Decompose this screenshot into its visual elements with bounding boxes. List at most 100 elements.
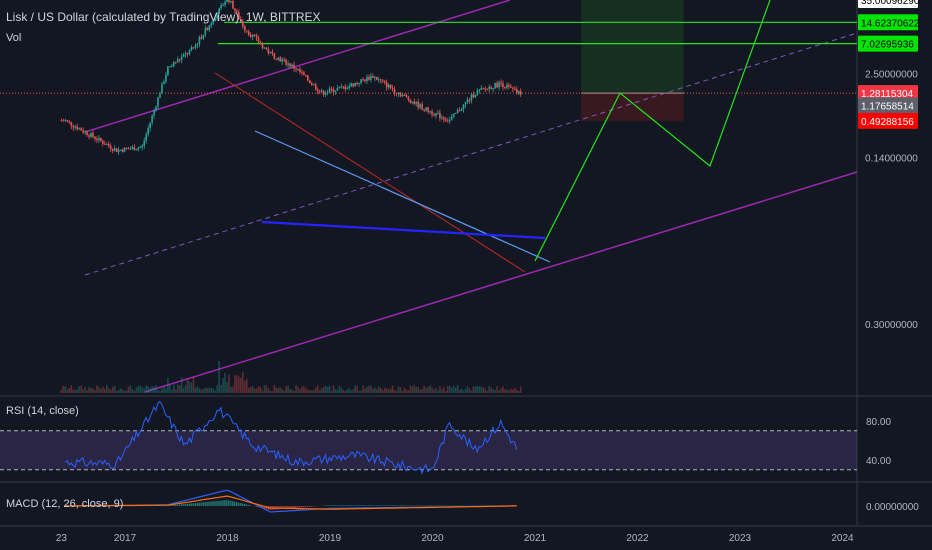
volume-bar	[336, 389, 339, 393]
macd-hist-bar	[204, 502, 206, 506]
candle-body	[64, 120, 67, 122]
macd-hist-bar	[332, 505, 334, 506]
candle-body	[352, 83, 354, 87]
candle-body	[405, 95, 408, 97]
candle-body	[129, 148, 132, 150]
candle-body	[109, 145, 112, 149]
candle-body	[88, 135, 90, 137]
volume-bar	[344, 390, 347, 393]
volume-bar	[178, 385, 181, 393]
macd-hist-bar	[182, 504, 185, 506]
candle-body	[500, 82, 502, 84]
volume-bar	[123, 390, 126, 393]
volume-bar	[419, 389, 421, 393]
macd-hist-bar	[389, 505, 392, 506]
volume-bar	[192, 377, 195, 393]
macd-hist-bar	[172, 505, 175, 506]
candle-body	[100, 137, 102, 141]
candle-body	[190, 47, 193, 51]
volume-bar	[263, 385, 266, 393]
candle-body	[234, 8, 236, 11]
macd-hist-bar	[360, 505, 362, 506]
volume-bar	[340, 387, 343, 393]
volume-bar	[515, 390, 518, 393]
time-tick-label: 2022	[626, 533, 649, 544]
volume-bar	[64, 386, 67, 393]
volume-bar	[346, 389, 349, 393]
macd-hist-bar	[387, 505, 390, 506]
candle-body	[346, 88, 349, 90]
candle-body	[76, 126, 79, 130]
volume-bar	[171, 390, 173, 393]
macd-hist-bar	[395, 505, 398, 506]
volume-bar	[395, 390, 398, 393]
macd-hist-bar	[310, 506, 313, 507]
volume-bar	[510, 388, 512, 393]
rsi-line	[64, 400, 518, 475]
volume-bar	[60, 389, 63, 393]
candle-body	[204, 28, 207, 35]
volume-bar	[111, 386, 114, 393]
candle-body	[494, 83, 496, 89]
volume-bar	[309, 389, 311, 393]
candle-body	[389, 84, 392, 88]
volume-bar	[149, 387, 151, 393]
volume-bar	[214, 390, 216, 393]
volume-bar	[512, 389, 514, 393]
price-tag-label: 0.49288156	[861, 117, 914, 128]
macd-hist-bar	[230, 500, 232, 506]
volume-bar	[332, 385, 335, 393]
candle-body	[324, 93, 327, 95]
volume-bar	[129, 385, 132, 393]
macd-hist-bar	[364, 505, 366, 506]
candle-body	[194, 44, 197, 48]
macd-hist-bar	[200, 502, 202, 506]
volume-bar	[303, 386, 305, 393]
macd-hist-bar	[334, 505, 336, 506]
candle-body	[303, 72, 305, 76]
volume-bar	[72, 389, 75, 393]
volume-bar	[82, 389, 84, 393]
volume-bar	[312, 390, 315, 393]
volume-bar	[78, 386, 80, 393]
volume-bar	[293, 390, 295, 393]
rsi-tick-label: 80.00	[866, 417, 891, 428]
volume-bar	[84, 387, 86, 393]
candle-body	[86, 131, 88, 136]
candle-body	[350, 83, 353, 87]
candle-body	[236, 10, 238, 13]
volume-bar	[458, 389, 461, 393]
macd-hist-bar	[283, 506, 285, 509]
macd-hist-bar	[289, 506, 291, 509]
volume-bar	[137, 385, 140, 393]
candle-body	[127, 148, 130, 150]
volume-bar	[498, 390, 500, 393]
candle-body	[427, 107, 429, 112]
macd-hist-bar	[312, 506, 315, 507]
macd-hist-bar	[301, 506, 303, 508]
volume-bar	[393, 389, 396, 393]
candle-body	[458, 110, 461, 112]
volume-bar	[135, 387, 138, 393]
candle-body	[98, 137, 100, 141]
candle-body	[84, 131, 86, 133]
volume-bar	[387, 389, 390, 393]
candle-body	[490, 87, 492, 90]
macd-hist-bar	[368, 505, 370, 506]
candle-body	[502, 83, 504, 88]
volume-bar	[362, 385, 364, 393]
volume-bar	[464, 388, 467, 393]
volume-bar	[356, 385, 358, 393]
candle-body	[496, 83, 498, 88]
volume-bar	[107, 388, 110, 393]
candle-body	[439, 112, 441, 119]
candle-body	[314, 84, 317, 90]
volume-bar	[360, 390, 362, 393]
candle-body	[218, 8, 220, 15]
volume-bar	[289, 389, 291, 393]
volume-bar	[141, 386, 144, 393]
candle-body	[281, 59, 284, 62]
volume-bar	[277, 388, 280, 393]
profit-zone	[581, 0, 684, 94]
